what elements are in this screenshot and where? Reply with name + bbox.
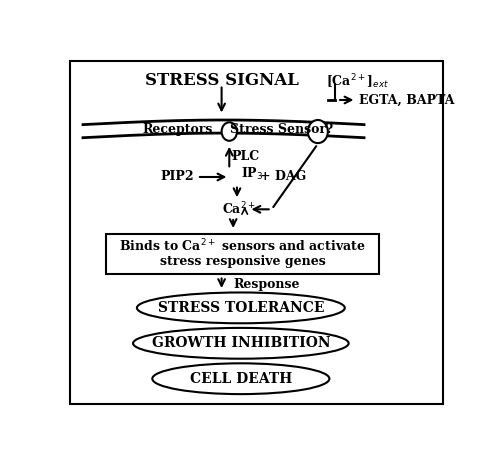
Text: CELL DEATH: CELL DEATH (190, 372, 292, 386)
Ellipse shape (133, 328, 348, 359)
Text: [Ca$^{2+}$]$_{ext}$: [Ca$^{2+}$]$_{ext}$ (326, 72, 388, 91)
Text: STRESS TOLERANCE: STRESS TOLERANCE (158, 301, 324, 315)
Bar (106, 234, 380, 274)
Text: Stress Sensor?: Stress Sensor? (230, 123, 333, 136)
Text: PIP2: PIP2 (161, 171, 194, 183)
Ellipse shape (308, 120, 328, 143)
Text: STRESS SIGNAL: STRESS SIGNAL (144, 72, 298, 89)
Text: Ca$^{2+}$: Ca$^{2+}$ (222, 201, 256, 218)
Ellipse shape (137, 292, 345, 323)
Text: Receptors: Receptors (142, 123, 213, 136)
Text: stress responsive genes: stress responsive genes (160, 255, 326, 268)
Text: Binds to Ca$^{2+}$ sensors and activate: Binds to Ca$^{2+}$ sensors and activate (119, 238, 366, 254)
Text: IP$_3$: IP$_3$ (241, 166, 263, 182)
Ellipse shape (152, 363, 330, 394)
Text: GROWTH INHIBITION: GROWTH INHIBITION (152, 337, 330, 350)
Text: PLC: PLC (232, 150, 260, 164)
Text: EGTA, BAPTA: EGTA, BAPTA (358, 94, 454, 106)
Text: Response: Response (233, 278, 300, 290)
Text: + DAG: + DAG (260, 171, 306, 183)
Ellipse shape (222, 122, 237, 141)
